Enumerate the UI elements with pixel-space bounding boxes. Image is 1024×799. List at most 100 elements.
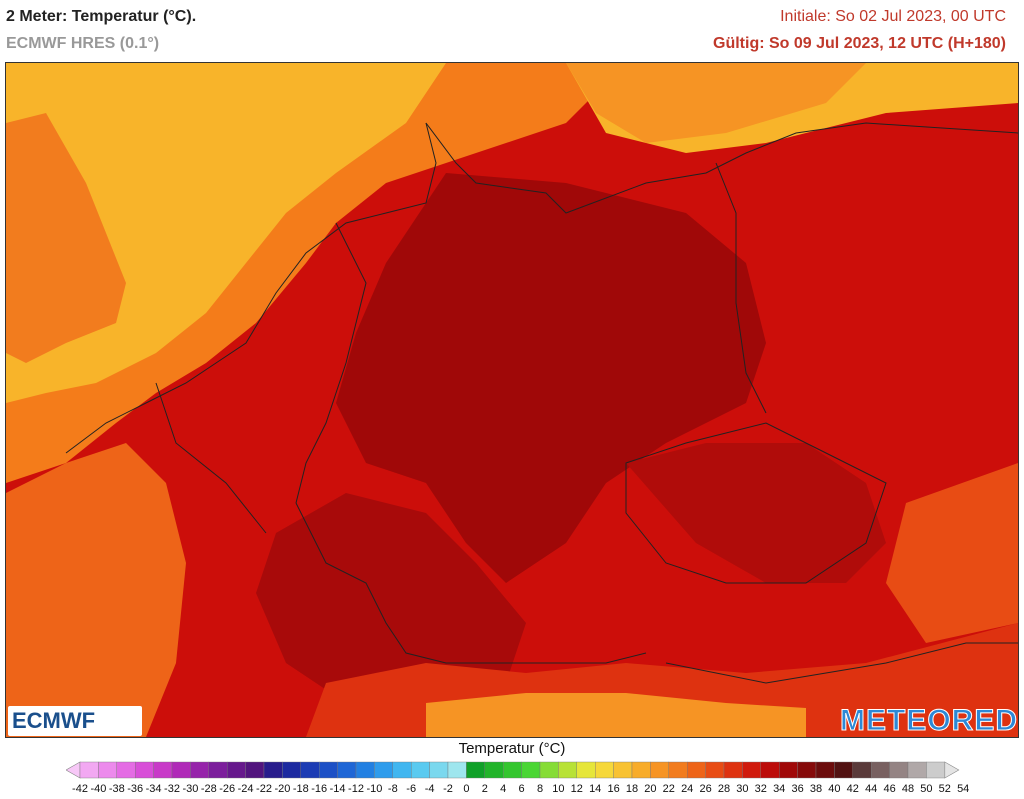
legend-title: Temperatur (°C) bbox=[458, 740, 566, 757]
legend-tick-label: -40 bbox=[90, 783, 107, 795]
legend-tick-label: 52 bbox=[938, 783, 951, 795]
scale-bin bbox=[687, 761, 706, 779]
scale-bin bbox=[539, 761, 559, 779]
scale-bin bbox=[926, 761, 946, 779]
legend-tick-label: -4 bbox=[424, 783, 435, 795]
scale-bin bbox=[852, 761, 872, 779]
scale-bin bbox=[503, 761, 522, 779]
temperature-map[interactable] bbox=[5, 62, 1019, 738]
legend-tick-label: 12 bbox=[570, 783, 583, 795]
legend-tick-label: 36 bbox=[791, 783, 804, 795]
scale-bin bbox=[595, 761, 614, 779]
legend-tick-label: 0 bbox=[463, 783, 470, 795]
legend-tick-label: 32 bbox=[754, 783, 767, 795]
legend-tick-label: -22 bbox=[256, 783, 272, 795]
scale-bin bbox=[355, 761, 375, 779]
scale-bin bbox=[98, 761, 118, 779]
legend-tick-label: 24 bbox=[681, 783, 694, 795]
scale-bin bbox=[447, 761, 467, 779]
legend-tick-label: 8 bbox=[536, 783, 544, 795]
legend-tick-label: -6 bbox=[406, 783, 417, 795]
hot-core-north bbox=[336, 173, 766, 583]
legend-tick-label: -36 bbox=[127, 783, 144, 795]
scale-bin bbox=[779, 761, 798, 779]
legend-tick-label: 6 bbox=[518, 783, 525, 795]
legend-tick-label: 10 bbox=[552, 783, 565, 795]
baltic-warm bbox=[566, 63, 866, 143]
scale-bin bbox=[318, 761, 338, 779]
legend-tick-label: 44 bbox=[865, 783, 878, 795]
legend-tick-label: 46 bbox=[883, 783, 896, 795]
legend-tick-label: -2 bbox=[443, 783, 453, 795]
scale-bin bbox=[631, 761, 651, 779]
scale-bin bbox=[723, 761, 743, 779]
scale-bin bbox=[815, 761, 835, 779]
border-nl-de bbox=[295, 222, 367, 504]
scale-bin bbox=[484, 761, 504, 779]
scale-left-arrow bbox=[66, 761, 81, 779]
scale-bin bbox=[907, 761, 927, 779]
north-sea-coastline bbox=[65, 122, 437, 454]
legend-tick-label: 42 bbox=[846, 783, 859, 795]
legend-tick-label: -34 bbox=[145, 783, 162, 795]
legend-tick-label: 48 bbox=[901, 783, 915, 795]
scale-bin bbox=[521, 761, 541, 779]
legend-tick-label: 2 bbox=[481, 783, 488, 795]
scale-bin bbox=[300, 761, 320, 779]
hot-core-rhine bbox=[256, 493, 526, 713]
legend-tick-label: 50 bbox=[920, 783, 933, 795]
border-be-fr bbox=[155, 382, 267, 534]
scale-bin bbox=[834, 761, 854, 779]
border-de-pl bbox=[715, 162, 767, 414]
legend-tick-label: 28 bbox=[717, 783, 731, 795]
hot-core-bohemia bbox=[626, 443, 886, 583]
scale-right-arrow bbox=[944, 761, 960, 779]
scale-bin bbox=[134, 761, 154, 779]
scale-bin bbox=[392, 761, 412, 779]
scale-bin bbox=[613, 761, 633, 779]
legend-tick-label: -14 bbox=[329, 783, 346, 795]
meteored-logo: METEORED bbox=[839, 704, 1018, 738]
legend-tick-label: -12 bbox=[348, 783, 364, 795]
legend-tick-label: 20 bbox=[644, 783, 657, 795]
legend-tick-label: 54 bbox=[957, 783, 970, 795]
legend-tick-label: 26 bbox=[699, 783, 712, 795]
legend-tick-label: 22 bbox=[662, 783, 675, 795]
scale-bin bbox=[576, 761, 596, 779]
legend-tick-label: 14 bbox=[589, 783, 602, 795]
legend-tick-label: -42 bbox=[72, 783, 88, 795]
scale-bin bbox=[705, 761, 725, 779]
color-scale bbox=[66, 761, 960, 779]
scale-bin bbox=[871, 761, 890, 779]
legend-tick-label: -18 bbox=[292, 783, 309, 795]
legend-tick-label: 38 bbox=[809, 783, 823, 795]
scale-bin bbox=[466, 761, 485, 779]
legend-tick-label: -16 bbox=[311, 783, 328, 795]
legend-tick-label: -32 bbox=[164, 783, 180, 795]
alps-cool bbox=[426, 693, 806, 737]
model-label: ECMWF HRES (0.1°) bbox=[6, 35, 160, 52]
scale-bin bbox=[429, 761, 449, 779]
legend-tick-label: -26 bbox=[219, 783, 236, 795]
carpathians bbox=[886, 463, 1018, 643]
valid-time: Gültig: So 09 Jul 2023, 12 UTC (H+180) bbox=[713, 35, 1006, 52]
scale-bin bbox=[245, 761, 265, 779]
map-title: 2 Meter: Temperatur (°C). bbox=[6, 8, 197, 25]
scale-bin bbox=[411, 761, 430, 779]
legend-ticks: -42 -40 -38 -36 -34 -32 -30 -28 -26 -24 -22 -20 -18-… bbox=[0, 783, 1024, 799]
legend-tick-label: -8 bbox=[387, 783, 398, 795]
scale-bin bbox=[263, 761, 283, 779]
legend-tick-label: -38 bbox=[108, 783, 125, 795]
scale-bin bbox=[282, 761, 301, 779]
legend-tick-label: 4 bbox=[500, 783, 507, 795]
legend-tick-label: 40 bbox=[828, 783, 841, 795]
scale-bin bbox=[668, 761, 688, 779]
legend-tick-label: 16 bbox=[607, 783, 620, 795]
legend-tick-label: -24 bbox=[237, 783, 254, 795]
scale-bin bbox=[742, 761, 762, 779]
legend-tick-label: -28 bbox=[200, 783, 217, 795]
scale-bin bbox=[760, 761, 780, 779]
legend-tick-label: -30 bbox=[182, 783, 199, 795]
scale-bin bbox=[650, 761, 670, 779]
legend-tick-label: 34 bbox=[773, 783, 786, 795]
